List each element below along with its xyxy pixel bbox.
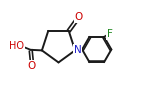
Text: N: N — [74, 45, 82, 55]
Text: F: F — [107, 29, 113, 39]
Text: O: O — [28, 61, 36, 71]
Text: O: O — [74, 12, 83, 22]
Text: HO: HO — [9, 41, 24, 51]
